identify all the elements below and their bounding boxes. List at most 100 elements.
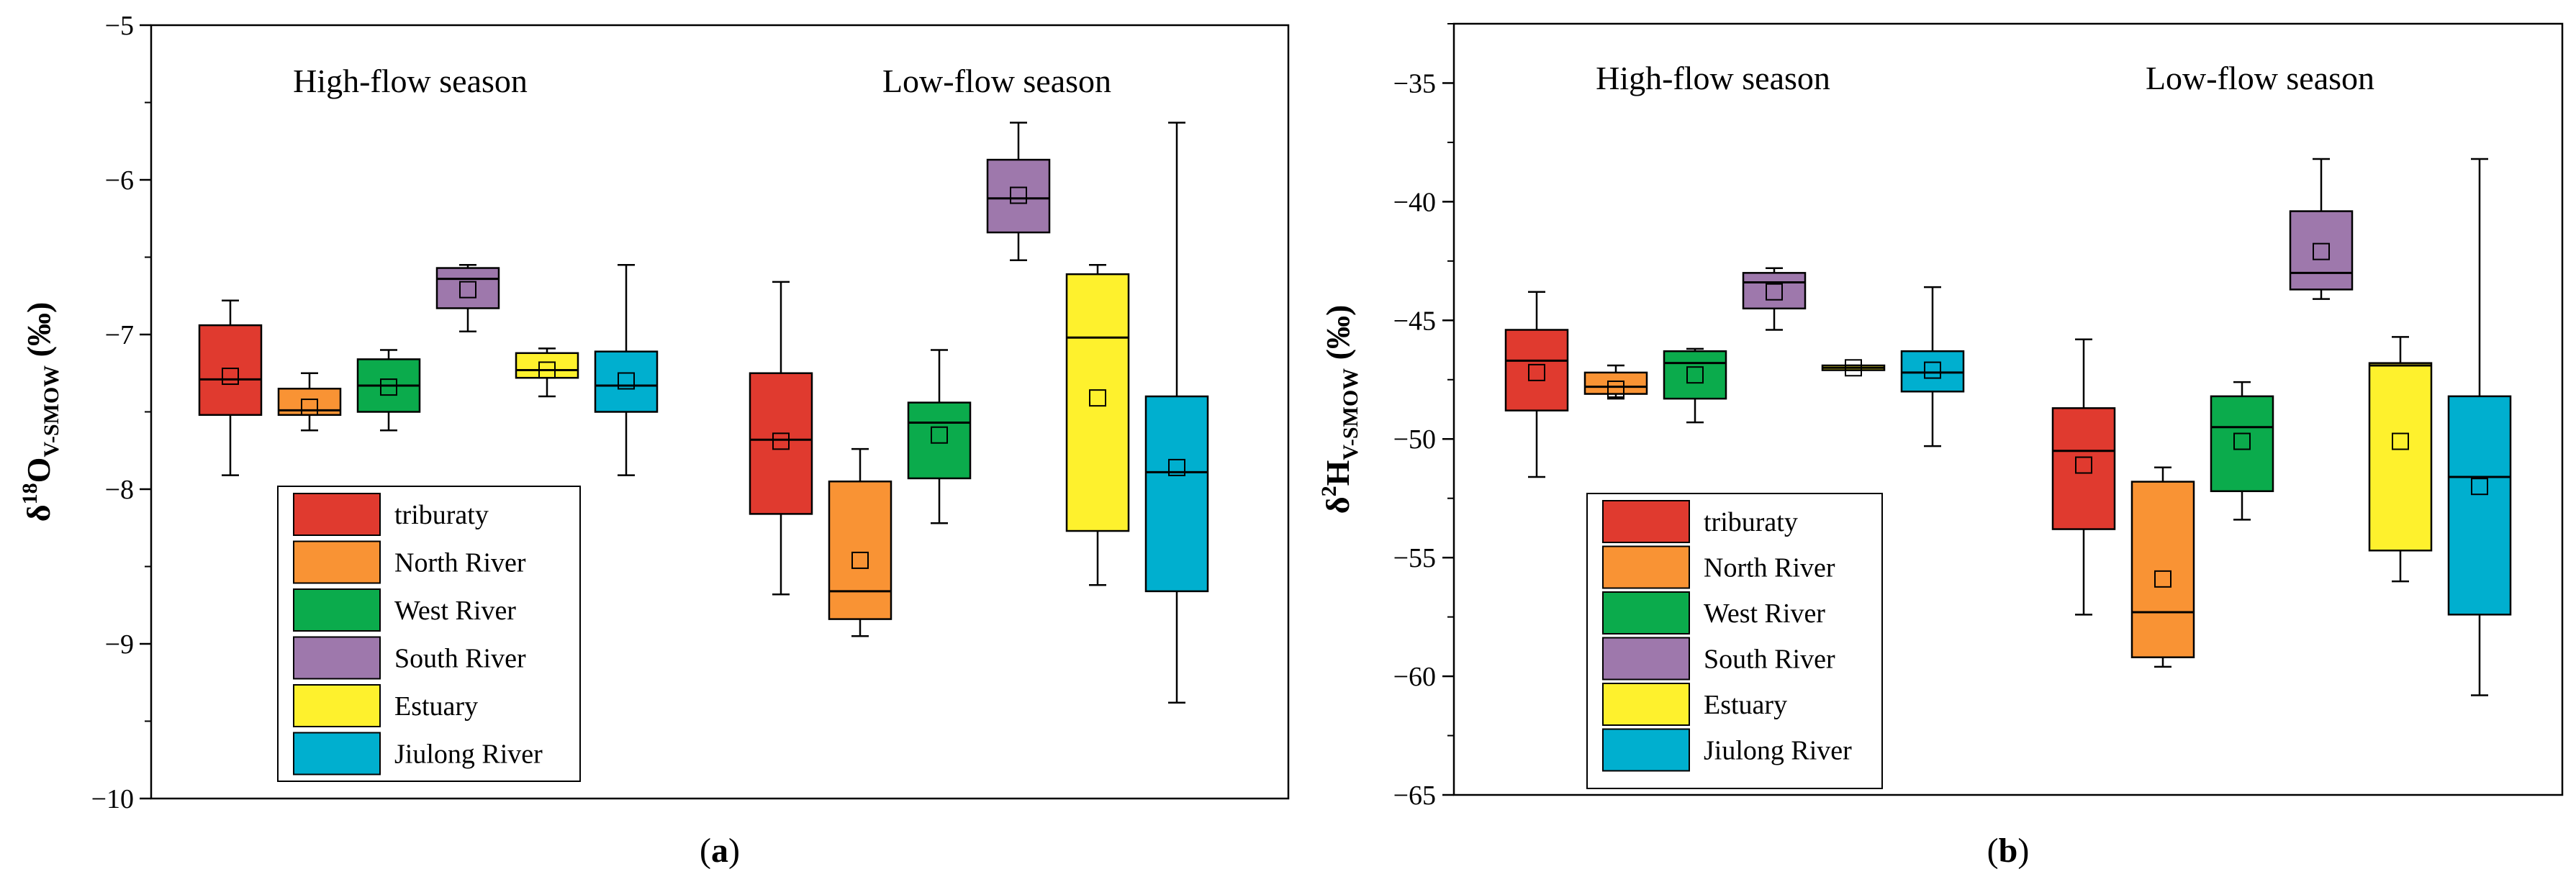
legend-swatch [1602, 591, 1690, 634]
box-mean-marker [1845, 359, 1862, 377]
box-mean-marker [2075, 456, 2092, 474]
box-mean-marker [2313, 242, 2330, 260]
box-body [435, 267, 500, 309]
box-low-3 [986, 122, 1051, 262]
box-mean-marker [380, 378, 397, 396]
box-body [1583, 371, 1648, 395]
legend-label: Jiulong River [1704, 736, 1852, 766]
box-body [2289, 210, 2354, 291]
box-high-4 [515, 347, 579, 398]
y-tick-label: −6 [105, 165, 134, 196]
box-mean-marker [1168, 458, 1185, 476]
legend-swatch [1602, 637, 1690, 681]
box-low-3 [2289, 158, 2354, 300]
legend-swatch [293, 540, 381, 584]
legend-swatch [293, 732, 381, 775]
box-high-1 [277, 372, 342, 432]
box-mean-marker [1766, 283, 1783, 301]
box-mean-marker [459, 281, 476, 299]
box-mean-marker [1607, 380, 1624, 398]
box-mean-marker [2471, 478, 2488, 496]
box-mean-marker [301, 399, 318, 417]
box-low-4 [1065, 264, 1130, 586]
box-body [2447, 395, 2512, 616]
y-tick-label: −9 [105, 629, 134, 660]
season-title: High-flow season [293, 63, 528, 99]
box-mean-marker [851, 551, 869, 569]
legend-label: Jiulong River [394, 740, 543, 770]
legend-label: North River [394, 548, 526, 578]
box-mean-marker [2233, 432, 2251, 450]
y-tick-label: −45 [1393, 306, 1436, 336]
legend-label: West River [1704, 599, 1825, 629]
panel-label-letter: b [1999, 832, 2018, 870]
panel-label-letter: a [711, 832, 728, 870]
chart-panel-b: −35 −40 −45 −50 −55 −60 −65 δ2HV-SMOW (‰) High-f… [1317, 22, 2564, 870]
box-high-1 [1583, 364, 1648, 400]
panel-label-paren: ) [728, 832, 740, 870]
y-axis-label-part: δ [1319, 496, 1356, 514]
legend-label: South River [394, 644, 526, 674]
box-body [749, 372, 813, 515]
box-body [986, 158, 1051, 234]
y-tick-label: −60 [1393, 662, 1436, 692]
y-tick-label: −5 [105, 11, 134, 41]
box-low-0 [2051, 338, 2116, 616]
y-axis-label-part: 18 [18, 483, 42, 504]
box-high-0 [198, 299, 263, 476]
panel-label-paren: ) [2017, 832, 2029, 870]
box-mean-marker [1089, 389, 1106, 407]
box-mean-marker [222, 368, 239, 386]
y-axis-label-part: δ [20, 504, 57, 522]
y-axis-label-part: H [1319, 460, 1356, 486]
box-body [2368, 362, 2433, 552]
box-low-1 [2130, 466, 2195, 668]
y-tick-label: −35 [1393, 68, 1436, 99]
y-axis-label-part: V-SMOW [1339, 368, 1362, 460]
box-mean-marker [2392, 432, 2409, 450]
chart-panel-a: −5 −6 −7 −8 −9 −10 δ18OV-SMOW (‰) High-flow sea… [18, 11, 1290, 870]
panel-label-paren: ( [1987, 832, 1999, 870]
box-high-2 [1663, 347, 1727, 424]
box-body [1900, 350, 1965, 393]
box-body [828, 481, 892, 620]
y-axis-label: δ18OV-SMOW (‰) [18, 302, 63, 522]
legend-label: triburaty [1704, 507, 1798, 537]
y-axis-label-part: (‰) [1319, 305, 1356, 368]
box-low-2 [907, 349, 972, 524]
legend-label: triburaty [394, 500, 489, 530]
box-mean-marker [2154, 570, 2171, 588]
box-low-4 [2368, 336, 2433, 583]
season-title: Low-flow season [882, 63, 1111, 99]
legend-label: North River [1704, 553, 1835, 583]
legend-swatch [1602, 728, 1690, 772]
box-mean-marker [538, 361, 556, 379]
legend-swatch [293, 684, 381, 727]
y-tick-label: −65 [1393, 781, 1436, 811]
box-mean-marker [1924, 361, 1941, 379]
box-high-0 [1504, 291, 1569, 478]
y-axis-label-part: O [20, 458, 57, 483]
box-body [1504, 329, 1569, 411]
box-body [2051, 407, 2116, 530]
legend: triburaty North River West River South Rive… [277, 486, 581, 782]
box-high-4 [1821, 359, 1886, 377]
box-low-2 [2210, 381, 2274, 521]
box-high-5 [594, 264, 659, 476]
legend-label: South River [1704, 645, 1835, 675]
box-mean-marker [1528, 363, 1545, 381]
legend-swatch [1602, 683, 1690, 726]
legend-swatch [1602, 545, 1690, 589]
legend-label: West River [394, 596, 516, 626]
box-body [594, 350, 659, 413]
y-tick-label: −7 [105, 320, 134, 350]
season-title: Low-flow season [2146, 60, 2374, 96]
box-mean-marker [1686, 366, 1704, 384]
panel-label: (a) [700, 832, 740, 870]
box-low-5 [1144, 122, 1209, 704]
y-tick-label: −10 [91, 784, 134, 814]
box-high-3 [1742, 267, 1807, 331]
box-body [2210, 395, 2274, 493]
y-axis-label-part: 2 [1317, 486, 1341, 496]
